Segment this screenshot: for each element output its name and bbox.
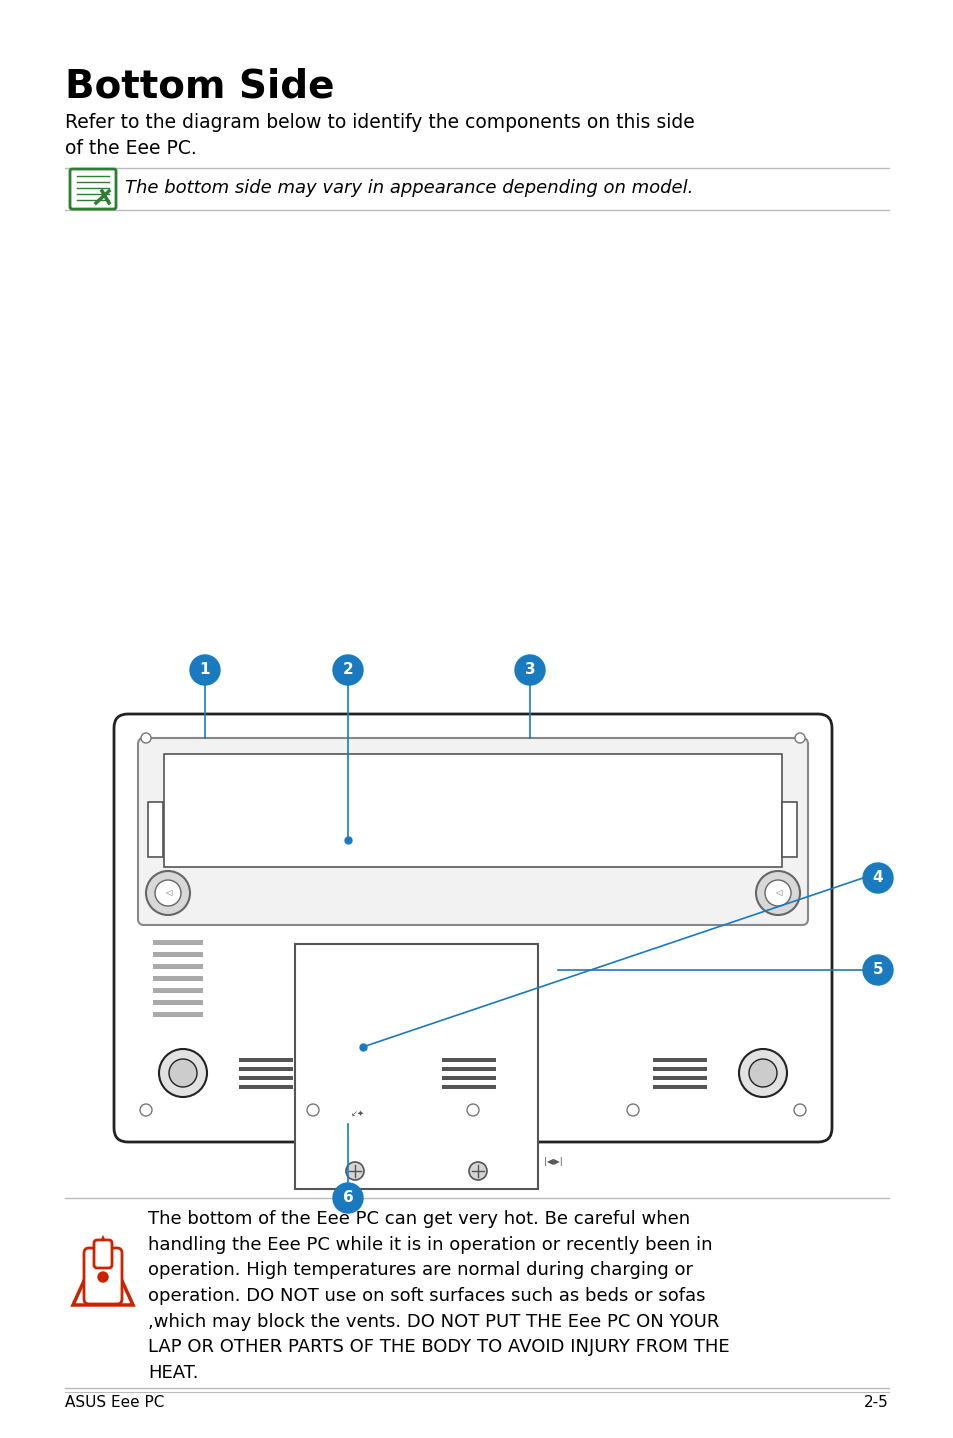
Bar: [239, 1076, 293, 1080]
FancyBboxPatch shape: [84, 1248, 122, 1304]
Bar: [152, 999, 203, 1005]
Text: ◁: ◁: [165, 889, 172, 897]
Bar: [148, 802, 163, 857]
Circle shape: [755, 871, 800, 915]
Bar: [441, 1084, 496, 1089]
Bar: [441, 1057, 496, 1063]
Bar: [152, 1012, 203, 1017]
FancyBboxPatch shape: [138, 738, 807, 925]
FancyBboxPatch shape: [113, 715, 831, 1142]
Bar: [152, 963, 203, 969]
Text: 2: 2: [342, 663, 353, 677]
Text: ASUS Eee PC: ASUS Eee PC: [65, 1395, 164, 1411]
Bar: [152, 952, 203, 958]
Bar: [781, 802, 796, 857]
Circle shape: [159, 1048, 207, 1097]
Bar: [152, 940, 203, 945]
Text: Bottom Side: Bottom Side: [65, 68, 335, 106]
Bar: [652, 1067, 706, 1071]
Text: 5: 5: [872, 962, 882, 978]
Text: 3: 3: [524, 663, 535, 677]
Circle shape: [98, 1273, 108, 1283]
Text: 6: 6: [342, 1191, 353, 1205]
Circle shape: [748, 1058, 776, 1087]
Bar: [239, 1084, 293, 1089]
Circle shape: [739, 1048, 786, 1097]
Circle shape: [141, 733, 151, 743]
Circle shape: [140, 1104, 152, 1116]
Bar: [652, 1057, 706, 1063]
Text: Refer to the diagram below to identify the components on this side
of the Eee PC: Refer to the diagram below to identify t…: [65, 114, 694, 158]
Bar: [294, 943, 537, 1189]
Circle shape: [515, 654, 544, 684]
Circle shape: [862, 863, 892, 893]
Circle shape: [764, 880, 790, 906]
Bar: [152, 988, 203, 994]
Text: 2-5: 2-5: [863, 1395, 888, 1411]
Bar: [152, 976, 203, 981]
Text: The bottom side may vary in appearance depending on model.: The bottom side may vary in appearance d…: [125, 178, 693, 197]
Circle shape: [333, 654, 363, 684]
Circle shape: [169, 1058, 196, 1087]
Bar: [239, 1057, 293, 1063]
Bar: [164, 754, 781, 867]
Circle shape: [793, 1104, 805, 1116]
Circle shape: [626, 1104, 639, 1116]
Circle shape: [333, 1183, 363, 1214]
FancyBboxPatch shape: [94, 1240, 112, 1268]
Bar: [441, 1076, 496, 1080]
Bar: [652, 1076, 706, 1080]
Text: ◁: ◁: [774, 889, 781, 897]
Circle shape: [862, 955, 892, 985]
Polygon shape: [73, 1240, 132, 1306]
Text: 4: 4: [872, 870, 882, 886]
Circle shape: [154, 880, 181, 906]
Bar: [652, 1084, 706, 1089]
Circle shape: [190, 654, 220, 684]
Circle shape: [469, 1162, 486, 1181]
Bar: [239, 1067, 293, 1071]
Text: ↙✦: ↙✦: [351, 1109, 365, 1117]
Circle shape: [146, 871, 190, 915]
Text: The bottom of the Eee PC can get very hot. Be careful when
handling the Eee PC w: The bottom of the Eee PC can get very ho…: [148, 1209, 729, 1382]
FancyBboxPatch shape: [70, 170, 116, 209]
Circle shape: [307, 1104, 318, 1116]
Bar: [441, 1067, 496, 1071]
Text: |◀▶|: |◀▶|: [543, 1156, 562, 1166]
Circle shape: [794, 733, 804, 743]
Circle shape: [467, 1104, 478, 1116]
Circle shape: [346, 1162, 364, 1181]
Text: 1: 1: [199, 663, 210, 677]
